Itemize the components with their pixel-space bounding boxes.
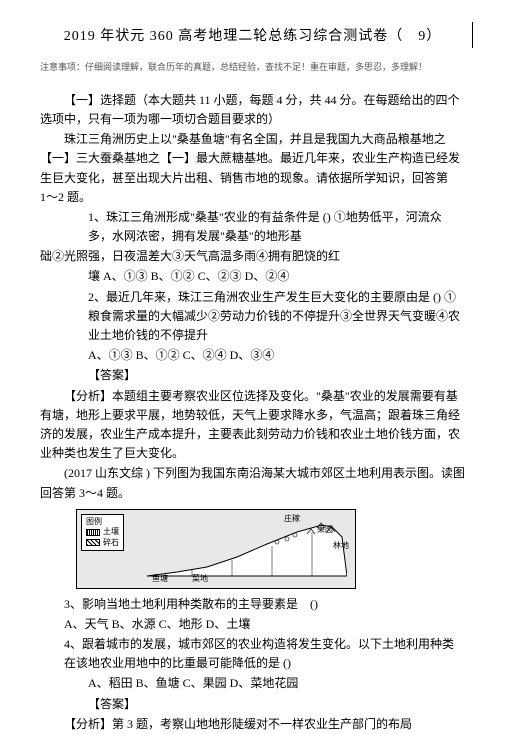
answer-label-2: 【答案】 [88, 695, 465, 714]
answer-label-1: 【答案】 [88, 366, 465, 385]
diagram-legend: 图例 土壤 碎石 [81, 514, 124, 551]
question-4-line1: 4、跟着城市的发展，城市郊区的农业构造将发生变化。以下土地利用种类在该地农业用地… [64, 635, 465, 673]
question-3-options: A、天气 B、水源 C、地形 D、土壤 [64, 615, 465, 634]
label-fruit: 果园 [317, 524, 333, 537]
question-3-line1: 3、影响当地土地利用种类散布的主导要素是 () [64, 595, 465, 614]
legend-crop: 土壤 [86, 527, 119, 537]
notice-text: 注意事项：仔细阅读理解，联合历年的真题，总结经验，查找不足！重在审题，多思忍，多… [40, 60, 465, 74]
legend-title: 图例 [86, 517, 119, 527]
label-crop: 庄稼 [284, 513, 300, 526]
label-veg: 菜地 [192, 573, 208, 586]
question-2-options: A、①③ B、①② C、②④ D、③④ [88, 346, 465, 365]
label-pond: 鱼塘 [152, 573, 168, 586]
land-use-diagram: 图例 土壤 碎石 庄稼 果园 林地 鱼塘 菜地 [76, 509, 356, 589]
question-1-line1: 1、珠江三角洲形成"桑基"农业的有益条件是 () ①地势低平，河流众多，水网浓密… [88, 208, 465, 246]
passage-1: 珠江三角洲历史上以"桑基鱼塘"有名全国，并且是我国九大商品粮基地之【一】三大蚕桑… [40, 130, 465, 207]
analysis-2: 【分析】第 3 题，考察山地地形陡缓对不一样农业生产部门的布局 [64, 715, 465, 734]
passage-2: (2017 山东文综 ) 下列图为我国东南沿海某大城市郊区土地利用表示图。读图回… [40, 464, 465, 502]
legend-rock: 碎石 [86, 538, 119, 548]
question-4-options: A、稻田 B、鱼塘 C、果园 D、菜地花园 [88, 674, 465, 693]
label-forest: 林地 [333, 540, 349, 553]
section-heading: 【一】选择题（本大题共 11 小题，每题 4 分，共 44 分。在每题给出的四个… [40, 91, 465, 129]
analysis-1: 【分析】本题组主要考察农业区位选择及变化。"桑基"农业的发展需要有基有塘，地形上… [40, 387, 465, 464]
question-1-line2: 础②光照强，日夜温差大③天气高温多雨④拥有肥饶的红 [40, 247, 465, 266]
question-1-options: 壤 A、①③ B、①② C、②③ D、②④ [88, 267, 465, 286]
question-2-line1: 2、最近几年来，珠江三角洲农业生产发生巨大变化的主要原由是 () ①粮食需求量的… [88, 288, 465, 346]
exam-title: 2019 年状元 360 高考地理二轮总练习综合测试卷（ 9） [40, 26, 465, 48]
